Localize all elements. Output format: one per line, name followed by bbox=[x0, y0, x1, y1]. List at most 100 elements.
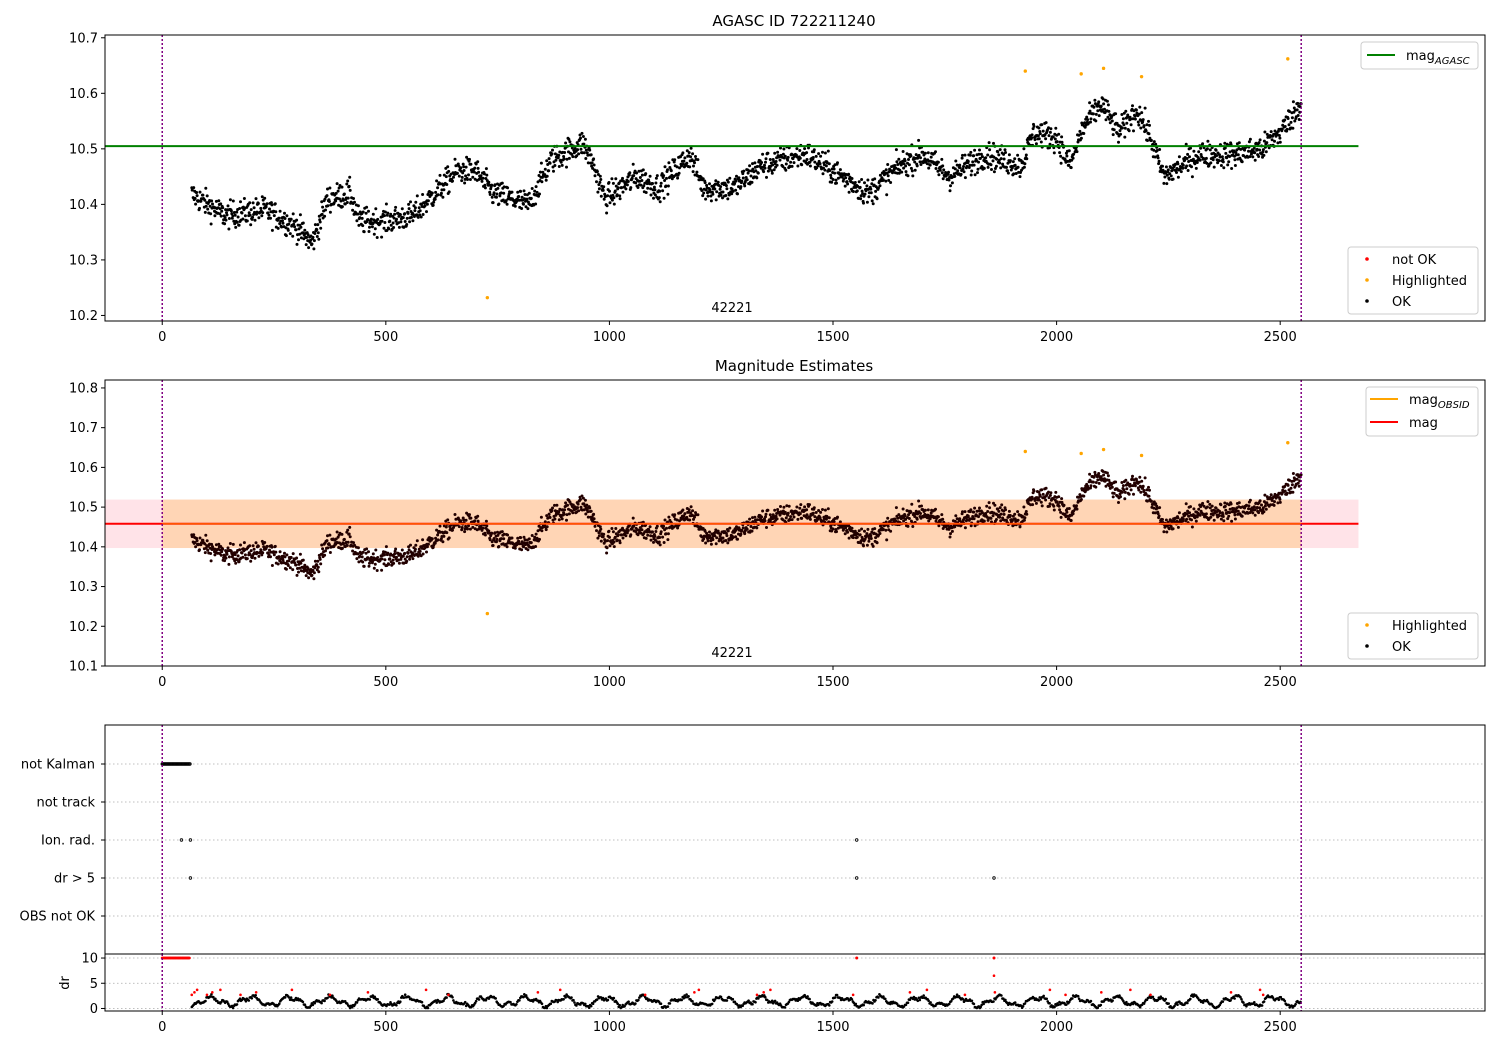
ok-point bbox=[464, 518, 468, 522]
ok-point bbox=[666, 538, 670, 542]
ok-point bbox=[298, 566, 301, 570]
ok-point bbox=[209, 212, 213, 216]
ok-point bbox=[819, 154, 823, 158]
ok-point bbox=[469, 162, 473, 166]
ok-point bbox=[265, 544, 269, 548]
ok-point bbox=[1223, 146, 1227, 150]
ok-point bbox=[605, 204, 609, 208]
ok-point bbox=[897, 157, 901, 161]
ok-point bbox=[255, 550, 259, 554]
ok-point bbox=[405, 216, 409, 220]
ok-point bbox=[1158, 506, 1162, 510]
ok-point bbox=[236, 554, 240, 558]
ok-point bbox=[898, 168, 902, 172]
ok-point bbox=[335, 182, 339, 186]
ok-point bbox=[998, 148, 1002, 152]
ok-point bbox=[564, 501, 568, 505]
ok-point bbox=[472, 170, 476, 174]
ok-point bbox=[516, 190, 520, 194]
flag-label-0: not Kalman bbox=[21, 758, 95, 773]
x-tick-label-1-5: 2500 bbox=[1264, 675, 1297, 690]
ok-point bbox=[1194, 166, 1198, 170]
ok-point bbox=[869, 537, 873, 540]
ok-point bbox=[821, 508, 824, 511]
ok-point bbox=[502, 185, 506, 189]
ok-point bbox=[612, 540, 616, 544]
ok-point bbox=[497, 202, 501, 206]
ok-point bbox=[1144, 129, 1148, 133]
ok-point bbox=[949, 532, 952, 536]
ok-point bbox=[910, 502, 914, 506]
ok-point bbox=[1202, 504, 1206, 508]
ok-point bbox=[1229, 502, 1233, 506]
highlighted-point-1-5 bbox=[1286, 441, 1290, 445]
ok-point bbox=[850, 177, 854, 180]
ok-point bbox=[562, 155, 566, 158]
ok-point bbox=[731, 536, 735, 539]
ok-point bbox=[245, 557, 249, 561]
ok-point bbox=[407, 207, 411, 211]
y-tick-label-1-2: 10.3 bbox=[69, 580, 98, 595]
ok-point bbox=[192, 186, 196, 190]
ok-point bbox=[683, 512, 687, 516]
ok-point bbox=[1166, 168, 1170, 172]
ok-point bbox=[565, 165, 568, 169]
ok-point bbox=[838, 168, 842, 172]
ok-point bbox=[667, 515, 671, 519]
ok-point bbox=[1047, 134, 1051, 138]
ok-point bbox=[1127, 129, 1131, 133]
ok-point bbox=[355, 219, 359, 223]
ok-point bbox=[984, 156, 988, 160]
ok-point bbox=[1291, 472, 1295, 475]
ok-point bbox=[662, 196, 666, 200]
ok-point bbox=[599, 527, 603, 531]
ok-point bbox=[608, 544, 612, 548]
ok-point bbox=[505, 202, 509, 206]
ok-point bbox=[1103, 107, 1106, 111]
ok-point bbox=[886, 516, 890, 520]
ok-point bbox=[634, 181, 638, 185]
ok-point bbox=[1140, 479, 1144, 483]
ok-point bbox=[989, 516, 993, 520]
ok-point bbox=[213, 553, 217, 557]
ok-point bbox=[376, 217, 380, 221]
ok-point bbox=[673, 513, 677, 517]
ok-point bbox=[297, 238, 300, 242]
ok-point bbox=[225, 211, 228, 215]
ok-point bbox=[1106, 474, 1110, 478]
ok-point bbox=[1060, 140, 1064, 144]
ok-point bbox=[798, 156, 802, 160]
ok-point bbox=[776, 150, 780, 154]
ok-point bbox=[421, 538, 425, 542]
ok-point bbox=[555, 503, 559, 507]
panel-agasc-title: AGASC ID 722211240 bbox=[712, 12, 875, 30]
ok-point bbox=[324, 549, 327, 553]
ok-point bbox=[285, 553, 289, 557]
ok-point bbox=[438, 173, 442, 177]
ok-point bbox=[1185, 157, 1189, 160]
x-tick-label-1-3: 1500 bbox=[816, 675, 849, 690]
ok-point bbox=[870, 199, 874, 203]
ok-point bbox=[925, 516, 929, 520]
ok-point bbox=[1269, 503, 1273, 507]
ok-point bbox=[466, 178, 469, 181]
ok-point bbox=[351, 549, 355, 553]
ok-point bbox=[557, 153, 561, 157]
ok-point bbox=[283, 555, 287, 559]
ok-point bbox=[526, 548, 530, 552]
ok-point bbox=[499, 537, 503, 541]
ok-point bbox=[426, 193, 430, 196]
ok-point bbox=[765, 526, 768, 529]
ok-point bbox=[533, 189, 537, 193]
x-tick-label-0-2: 1000 bbox=[593, 330, 626, 345]
y-tick-label-1-7: 10.8 bbox=[69, 381, 98, 396]
ok-point bbox=[1143, 106, 1147, 110]
ok-point bbox=[675, 518, 679, 522]
ok-point bbox=[325, 539, 329, 543]
ok-point bbox=[679, 155, 682, 159]
ok-point bbox=[631, 162, 635, 166]
ok-point bbox=[583, 137, 587, 141]
ok-point bbox=[694, 155, 697, 158]
ok-point bbox=[257, 554, 261, 558]
ok-point bbox=[228, 198, 232, 202]
